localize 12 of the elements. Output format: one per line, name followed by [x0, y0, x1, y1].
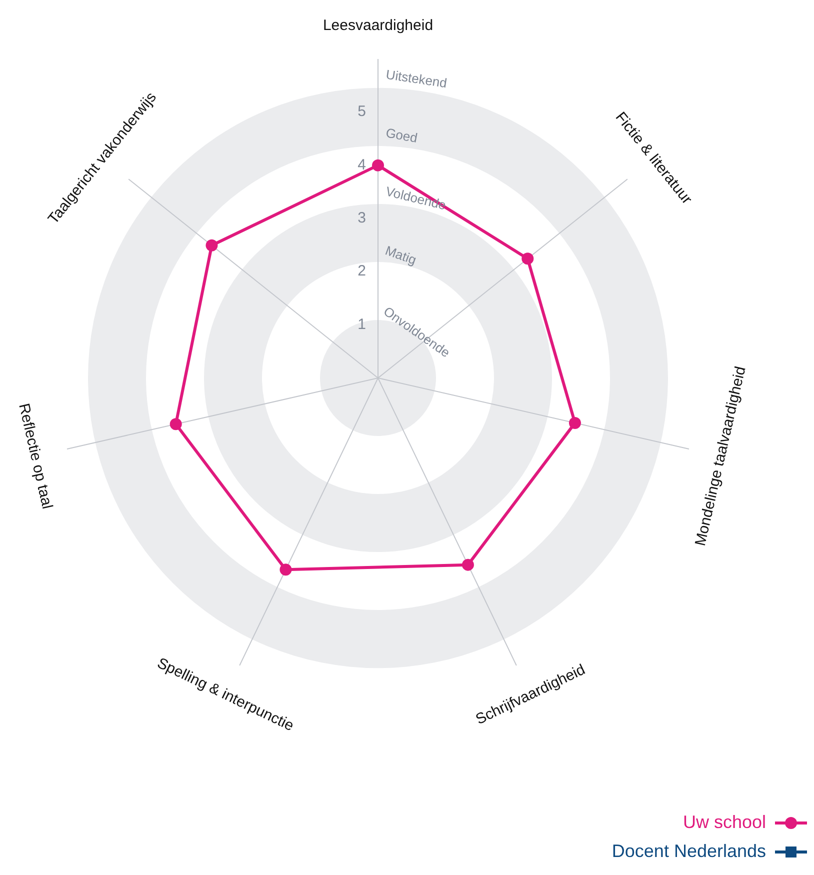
y-tick-label: 1: [358, 316, 366, 333]
text: Uitstekend: [384, 66, 448, 91]
y-tick-label: 2: [358, 262, 366, 280]
y-tick-label: 3: [358, 209, 366, 226]
y-tick-label: 4: [358, 156, 366, 174]
spoke-label: Reflectie op taal: [15, 402, 56, 511]
spoke-label: Leesvaardigheid: [322, 16, 434, 34]
y-tick-label: 5: [358, 103, 366, 120]
legend-label: Docent Nederlands: [612, 841, 766, 862]
text: Goed: [384, 125, 419, 146]
text: Matig: [383, 242, 418, 268]
legend-label: Uw school: [682, 812, 766, 833]
